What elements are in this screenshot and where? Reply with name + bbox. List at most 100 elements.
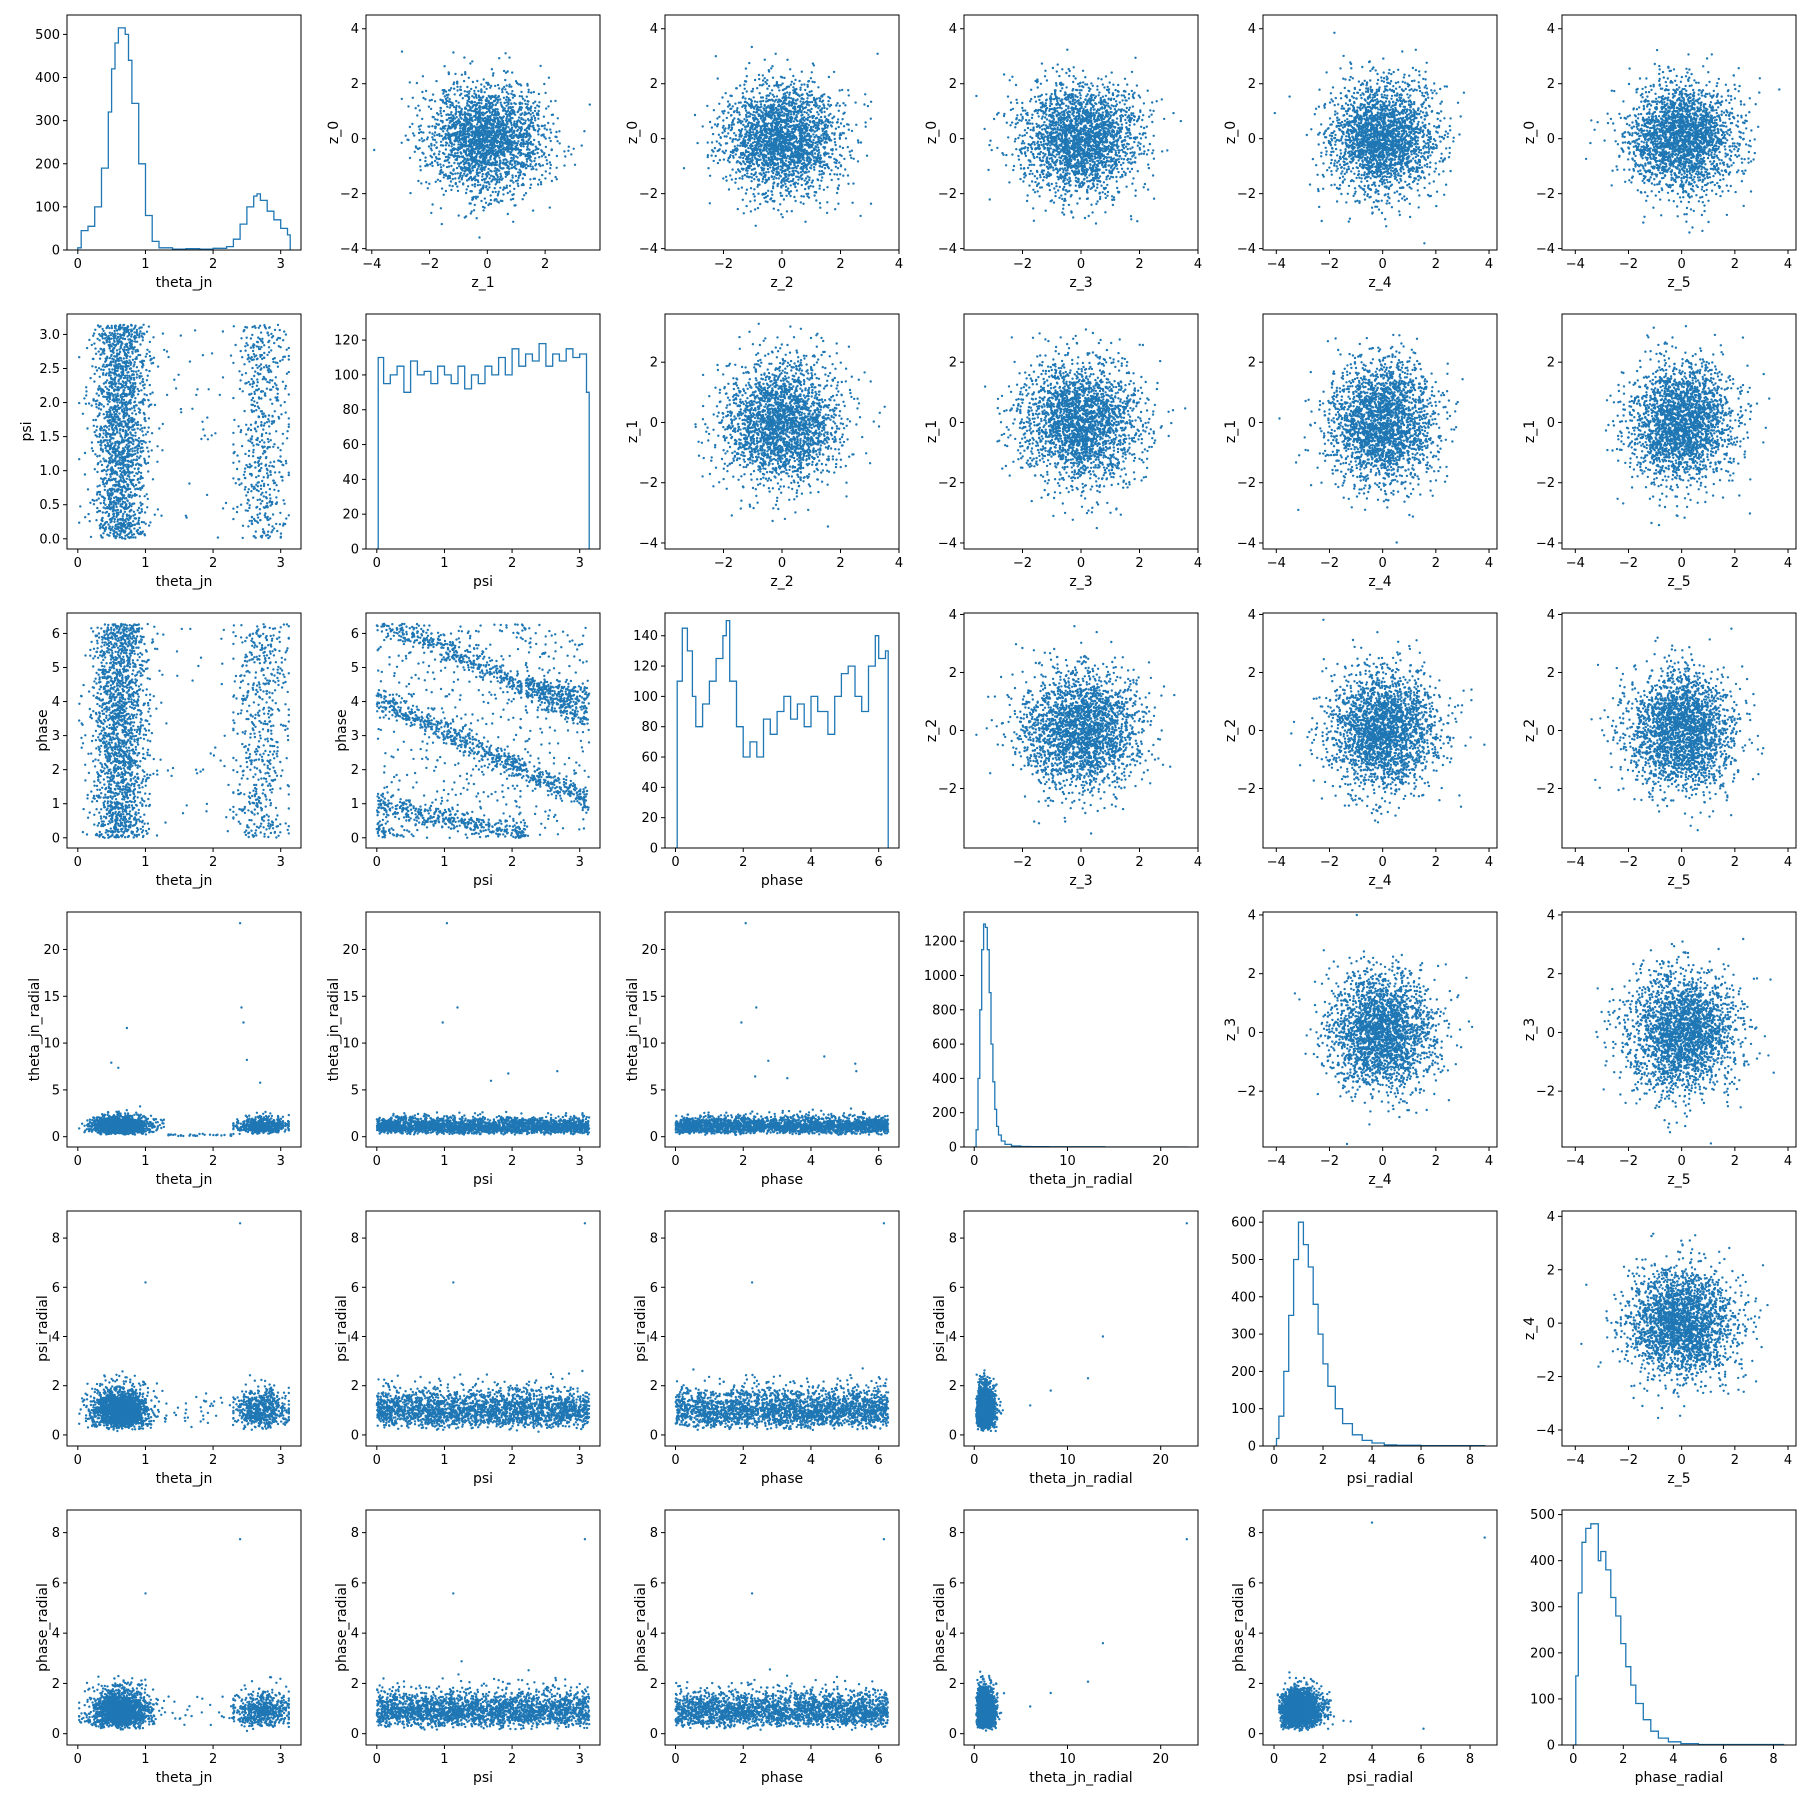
scatter-point <box>519 120 521 122</box>
scatter-point <box>556 155 558 157</box>
scatter-point <box>760 100 762 102</box>
scatter-point <box>509 153 511 155</box>
scatter-point <box>528 152 530 154</box>
scatter-point <box>837 167 839 169</box>
scatter-point <box>583 130 585 132</box>
scatter-point <box>500 175 502 177</box>
scatter-point <box>467 123 469 125</box>
scatter-point <box>482 153 484 155</box>
scatter-point <box>821 119 823 121</box>
scatter-point <box>827 125 829 127</box>
scatter-point <box>794 108 796 110</box>
scatter-point <box>833 161 835 163</box>
scatter-point <box>510 103 512 105</box>
y-axis-label: z_0 <box>326 121 342 144</box>
scatter-point <box>748 167 750 169</box>
scatter-point <box>440 115 442 117</box>
scatter-point <box>491 96 493 98</box>
scatter-point <box>450 165 452 167</box>
y-tick-label: 100 <box>35 200 60 215</box>
scatter-point <box>745 67 747 69</box>
scatter-point <box>829 113 831 115</box>
scatter-point <box>813 124 815 126</box>
scatter-point <box>780 124 782 126</box>
scatter-point <box>513 94 515 96</box>
scatter-point <box>529 178 531 180</box>
scatter-point <box>429 131 431 133</box>
scatter-point <box>823 111 825 113</box>
scatter-point <box>756 163 758 165</box>
scatter-point <box>864 93 866 95</box>
scatter-point <box>727 100 729 102</box>
scatter-point <box>762 74 764 76</box>
scatter-point <box>530 156 532 158</box>
scatter-point <box>522 141 524 143</box>
scatter-point <box>838 110 840 112</box>
scatter-point <box>771 194 773 196</box>
scatter-point <box>802 149 804 151</box>
scatter-point <box>826 201 828 203</box>
scatter-point <box>486 108 488 110</box>
scatter-point <box>421 118 423 120</box>
scatter-point <box>507 166 509 168</box>
scatter-point <box>842 102 844 104</box>
scatter-point <box>534 178 536 180</box>
scatter-point <box>808 91 810 93</box>
scatter-point <box>715 155 717 157</box>
scatter-point <box>781 179 783 181</box>
scatter-point <box>748 176 750 178</box>
scatter-point <box>542 133 544 135</box>
scatter-point <box>417 180 419 182</box>
scatter-point <box>547 122 549 124</box>
scatter-point <box>823 189 825 191</box>
scatter-point <box>538 93 540 95</box>
scatter-point <box>513 124 515 126</box>
scatter-point <box>811 81 813 83</box>
scatter-point <box>787 174 789 176</box>
scatter-point <box>517 152 519 154</box>
scatter-point <box>760 174 762 176</box>
scatter-point <box>768 99 770 101</box>
scatter-point <box>805 164 807 166</box>
scatter-point <box>769 166 771 168</box>
scatter-point <box>496 101 498 103</box>
y-tick-label: 4 <box>351 22 359 37</box>
scatter-point <box>484 140 486 142</box>
scatter-point <box>431 125 433 127</box>
scatter-point <box>802 101 804 103</box>
scatter-point <box>526 96 528 98</box>
scatter-point <box>754 149 756 151</box>
scatter-point <box>762 79 764 81</box>
scatter-point <box>835 128 837 130</box>
scatter-point <box>463 173 465 175</box>
scatter-point <box>446 94 448 96</box>
scatter-point <box>495 125 497 127</box>
scatter-point <box>841 89 843 91</box>
scatter-point <box>790 97 792 99</box>
scatter-point <box>815 146 817 148</box>
scatter-point <box>428 145 430 147</box>
scatter-point <box>803 162 805 164</box>
scatter-point <box>795 116 797 118</box>
scatter-point <box>493 141 495 143</box>
scatter-point <box>516 125 518 127</box>
scatter-point <box>785 145 787 147</box>
scatter-point <box>471 184 473 186</box>
scatter-point <box>744 97 746 99</box>
scatter-point <box>477 136 479 138</box>
scatter-point <box>836 192 838 194</box>
scatter-point <box>718 116 720 118</box>
scatter-point <box>725 176 727 178</box>
scatter-point <box>538 141 540 143</box>
scatter-point <box>420 169 422 171</box>
scatter-point <box>752 193 754 195</box>
scatter-point <box>469 172 471 174</box>
scatter-point <box>821 170 823 172</box>
scatter-point <box>496 142 498 144</box>
scatter-point <box>762 154 764 156</box>
scatter-point <box>844 104 846 106</box>
scatter-point <box>801 168 803 170</box>
scatter-point <box>760 145 762 147</box>
scatter-point <box>820 180 822 182</box>
scatter-point <box>731 95 733 97</box>
